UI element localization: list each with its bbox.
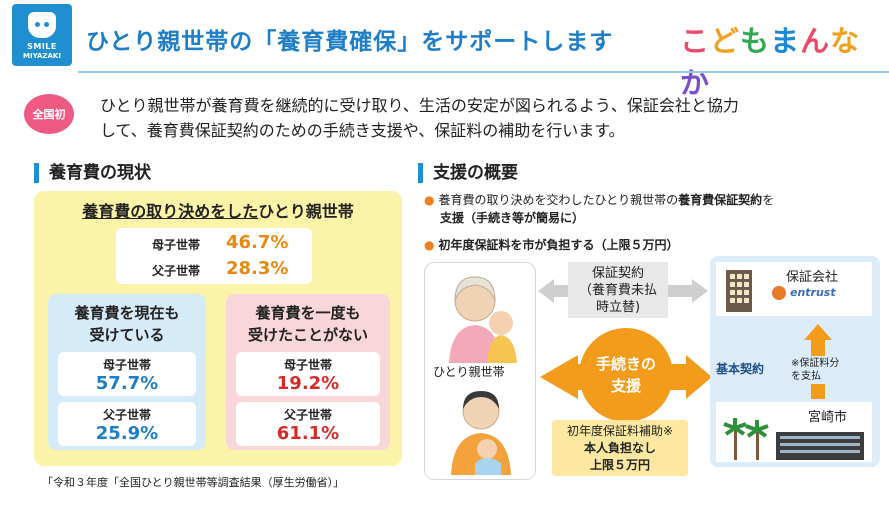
never-head: 養育費を一度も bbox=[255, 304, 361, 322]
brand-char: ん bbox=[800, 24, 831, 58]
page-title: ひとり親世帯の「養育費確保」をサポートします bbox=[86, 29, 614, 55]
section-heading-support: 支援の概要 bbox=[418, 163, 518, 183]
procedure-line: 支援 bbox=[610, 377, 641, 395]
brand-logo: こどもまんなか bbox=[680, 18, 889, 102]
procedure-arrow-right-icon bbox=[686, 355, 712, 399]
miyazaki-city-card: 宮崎市 bbox=[716, 402, 872, 462]
never-received-panel: 養育費を一度も 受けたことがない 母子世帯 19.2% 父子世帯 61.1% bbox=[226, 294, 390, 450]
company-label: 保証会社 bbox=[786, 270, 839, 285]
guarantee-contract-label: 保証契約 （養育費未払 時立替) bbox=[568, 262, 668, 318]
receiving-card-mother: 母子世帯 57.7% bbox=[58, 352, 196, 396]
receiving-panel: 養育費を現在も 受けている 母子世帯 57.7% 父子世帯 25.9% bbox=[48, 294, 206, 450]
brand-char: も bbox=[740, 24, 771, 58]
intro-line: ひとり親世帯が養育費を継続的に受け取り、生活の安定が図られるよう、保証会社と協力 bbox=[100, 96, 739, 115]
fee-payment-arrow-icon bbox=[804, 324, 832, 340]
intro-line: して、養育費保証契約のための手続き支援や、保証料の補助を行います。 bbox=[100, 121, 625, 140]
smile-miyazaki-logo: SMILE MIYAZAKI bbox=[12, 4, 72, 66]
subsidy-box: 初年度保証料補助※ 本人負担なし 上限５万円 bbox=[552, 420, 688, 476]
bullet1-bold: 養育費保証契約 bbox=[678, 193, 763, 207]
never-card-father: 父子世帯 61.1% bbox=[236, 402, 380, 446]
arranged-value-father: 28.3% bbox=[226, 258, 289, 279]
first-nationwide-badge: 全国初 bbox=[24, 94, 74, 134]
fee-note-line: を支払 bbox=[791, 371, 821, 382]
subsidy-line: 上限５万円 bbox=[589, 458, 650, 472]
bullet2-text: 初年度保証料を市が負担する（上限５万円） bbox=[438, 238, 679, 252]
bullet-dot-icon: ● bbox=[424, 193, 435, 207]
guarantee-arrow-right-icon bbox=[692, 279, 708, 303]
arranged-label-mother: 母子世帯 bbox=[152, 238, 201, 252]
arranged-heading-underlined: 養育費の取り決めをした bbox=[82, 202, 259, 221]
guarantee-arrow-left-icon bbox=[538, 279, 554, 303]
bullet1-pre: 養育費の取り決めを交わしたひとり親世帯の bbox=[438, 193, 679, 207]
logo-text-miyazaki: MIYAZAKI bbox=[23, 52, 61, 60]
receiving-value-father: 25.9% bbox=[95, 423, 159, 444]
bullet1-post: を bbox=[762, 193, 775, 207]
subsidy-line: 本人負担なし bbox=[583, 441, 656, 455]
header-divider bbox=[78, 71, 889, 73]
procedure-line: 手続きの bbox=[595, 355, 656, 373]
single-parent-label: ひとり親世帯 bbox=[433, 365, 505, 379]
never-label-father: 父子世帯 bbox=[283, 408, 332, 422]
intro-text: ひとり親世帯が養育費を継続的に受け取り、生活の安定が図られるよう、保証会社と協力… bbox=[100, 93, 870, 143]
receiving-label-mother: 母子世帯 bbox=[102, 358, 151, 372]
single-parent-panel: ひとり親世帯 bbox=[424, 262, 536, 480]
brand-char: こ bbox=[680, 24, 711, 58]
arranged-heading-rest: ひとり親世帯 bbox=[258, 202, 354, 221]
city-label: 宮崎市 bbox=[808, 410, 848, 425]
arranged-heading: 養育費の取り決めをしたひとり親世帯 bbox=[34, 198, 402, 222]
guarantee-company-card: 保証会社 entrust bbox=[716, 262, 872, 316]
receiving-value-mother: 57.7% bbox=[95, 373, 159, 394]
procedure-support-circle: 手続きの 支援 bbox=[579, 328, 673, 422]
bullet1-line2: 支援（手続き等が簡易に） bbox=[440, 211, 585, 225]
support-bullet-1: ● 養育費の取り決めを交わしたひとり親世帯の養育費保証契約を 支援（手続き等が簡易… bbox=[424, 191, 884, 227]
never-value-mother: 19.2% bbox=[276, 373, 340, 394]
arranged-value-mother: 46.7% bbox=[226, 232, 289, 253]
support-bullet-2: ● 初年度保証料を市が負担する（上限５万円） bbox=[424, 236, 679, 254]
procedure-arrow-left-icon bbox=[540, 355, 578, 399]
fee-note: ※保証料分 を支払 bbox=[790, 356, 841, 384]
city-hall-icon bbox=[723, 418, 864, 460]
receiving-label-father: 父子世帯 bbox=[102, 408, 151, 422]
guarantee-line: 保証契約 bbox=[591, 266, 644, 281]
section-heading-current: 養育費の現状 bbox=[34, 163, 151, 183]
arranged-stats-card: 母子世帯 46.7% 父子世帯 28.3% bbox=[116, 228, 312, 284]
parent-child-icon bbox=[449, 276, 517, 363]
subsidy-line: 初年度保証料補助※ bbox=[566, 424, 674, 438]
bullet-dot-icon: ● bbox=[424, 238, 435, 252]
never-value-father: 61.1% bbox=[276, 423, 340, 444]
source-note: 「令和３年度「全国ひとり親世帯等調査結果（厚生労働省）」 bbox=[42, 476, 345, 489]
logo-text-smile: SMILE bbox=[27, 42, 57, 51]
never-label-mother: 母子世帯 bbox=[283, 358, 332, 372]
never-card-mother: 母子世帯 19.2% bbox=[236, 352, 380, 396]
brand-char: な bbox=[830, 24, 861, 58]
receiving-head: 受けている bbox=[89, 326, 165, 344]
receiving-card-father: 父子世帯 25.9% bbox=[58, 402, 196, 446]
brand-char: ま bbox=[770, 24, 801, 58]
guarantee-line: 時立替) bbox=[595, 300, 641, 315]
office-building-icon bbox=[726, 270, 752, 312]
mascot-icon bbox=[28, 12, 56, 38]
father-baby-icon bbox=[451, 391, 511, 475]
fee-note-line: ※保証料分 bbox=[791, 358, 840, 369]
arranged-label-father: 父子世帯 bbox=[152, 264, 201, 278]
brand-char: ど bbox=[710, 24, 741, 58]
entrust-logo-text: entrust bbox=[790, 286, 836, 299]
receiving-head: 養育費を現在も bbox=[74, 304, 180, 322]
never-head: 受けたことがない bbox=[247, 326, 368, 344]
entrust-logo-mark-icon bbox=[772, 286, 786, 300]
guarantee-line: （養育費未払 bbox=[578, 283, 657, 298]
basic-contract-label: 基本契約 bbox=[716, 362, 765, 376]
